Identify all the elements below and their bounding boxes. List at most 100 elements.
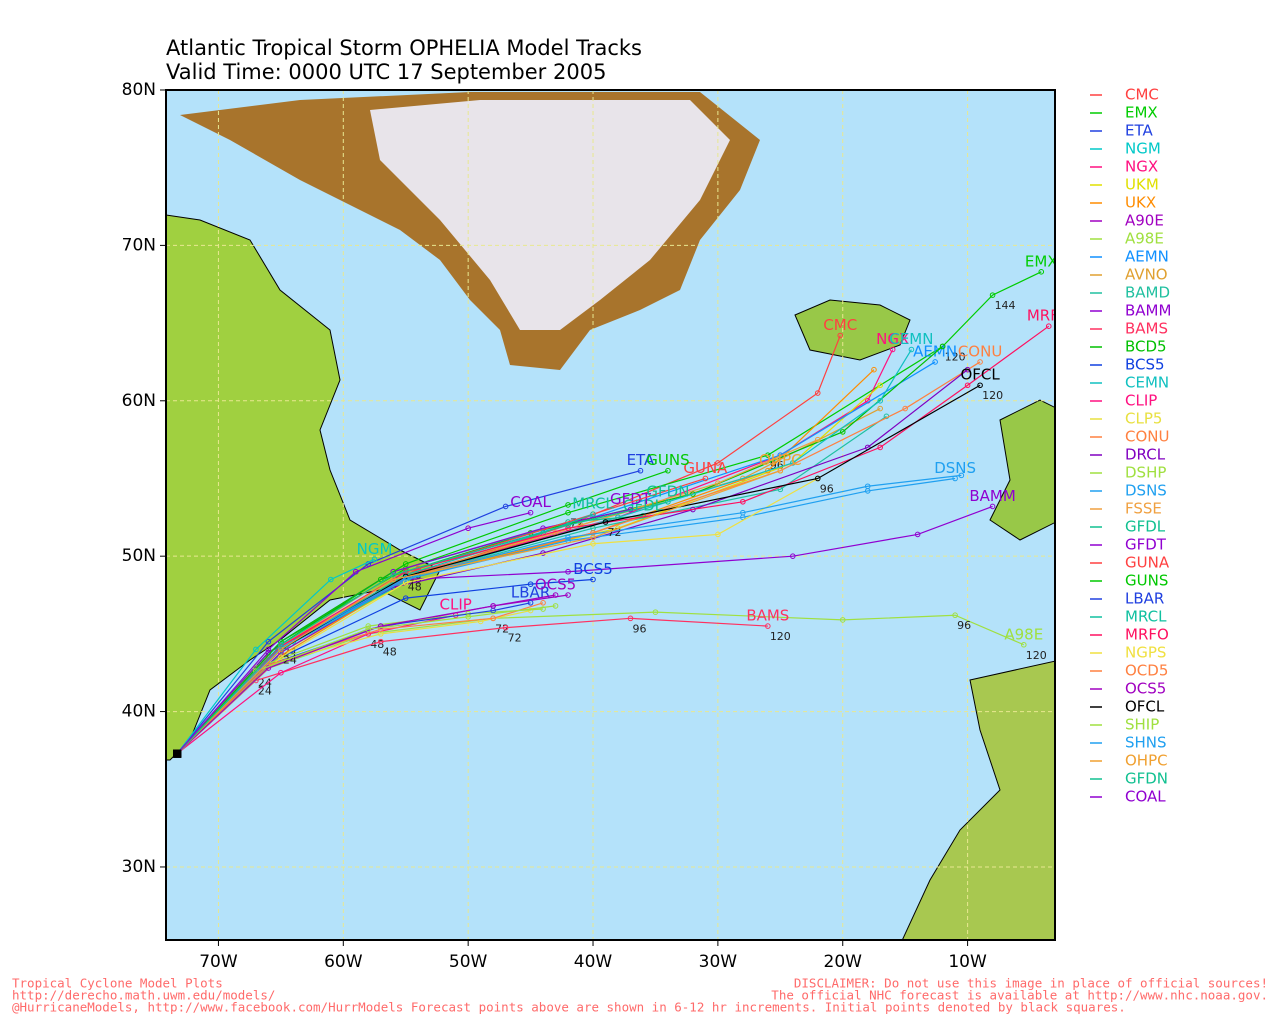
forecast-point [740, 509, 746, 516]
forecast-point [565, 534, 571, 541]
forecast-point [839, 617, 846, 623]
track-label: AEMN [913, 342, 957, 360]
forecast-point [490, 615, 496, 622]
legend-label: UKM [1125, 176, 1159, 194]
legend-label: BCS5 [1125, 356, 1165, 374]
track [176, 415, 887, 754]
forecast-point [765, 623, 771, 629]
track-label: CONU [958, 342, 1002, 360]
forecast-point [902, 405, 908, 412]
forecast-point [527, 509, 534, 516]
x-tick-label: 30W [699, 952, 738, 972]
forecast-point [565, 592, 571, 598]
track-label: ETA [627, 451, 655, 469]
forecast-point [590, 540, 596, 547]
legend-label: OCD5 [1125, 662, 1168, 680]
x-tick-label: 70W [199, 952, 238, 972]
forecast-point [690, 491, 696, 497]
forecast-point [877, 444, 883, 451]
legend-label: UKX [1125, 194, 1156, 212]
forecast-point [740, 498, 746, 505]
forecast-hour: 96 [957, 619, 971, 632]
forecast-point [932, 359, 938, 365]
x-tick-label: 60W [324, 952, 363, 972]
forecast-point [402, 561, 409, 567]
forecast-point [552, 603, 559, 609]
forecast-point [640, 512, 646, 519]
forecast-point [365, 623, 372, 629]
legend-label: OCS5 [1125, 680, 1166, 698]
forecast-point [814, 390, 821, 396]
y-tick-label: 60N [122, 391, 156, 411]
forecast-hour: 120 [1026, 649, 1047, 662]
forecast-point [765, 452, 771, 458]
legend-label: GUNS [1125, 572, 1168, 590]
track [176, 369, 968, 754]
forecast-point [665, 467, 671, 474]
forecast-hour: 24 [258, 677, 272, 690]
track-label: COAL [510, 493, 551, 511]
track-label: DSNS [934, 459, 976, 477]
footer-right: The official NHC forecast is available a… [771, 988, 1268, 1003]
forecast-point [328, 576, 334, 583]
y-tick-label: 40N [122, 702, 156, 722]
forecast-point [914, 531, 921, 538]
track-label: LBAR [511, 583, 550, 601]
forecast-hour: 96 [632, 622, 646, 635]
europe-africa [901, 660, 1055, 940]
track-label: MRFO [1027, 307, 1071, 325]
forecast-point [278, 669, 284, 676]
iceland [794, 299, 911, 361]
track-label: CEMN [889, 330, 933, 348]
forecast-point [265, 646, 272, 653]
legend-label: BAMM [1125, 302, 1171, 320]
forecast-point [864, 483, 871, 490]
forecast-point [977, 382, 983, 389]
footer-left: http://derecho.math.uwm.edu/models/ [12, 988, 275, 1003]
forecast-point [637, 467, 644, 474]
track-label: BCS5 [573, 560, 613, 578]
legend-label: BCD5 [1125, 338, 1167, 356]
forecast-point [565, 525, 571, 532]
legend-label: ETA [1125, 122, 1153, 140]
forecast-hour: 120 [945, 350, 966, 363]
legend-label: NGPS [1125, 644, 1166, 662]
forecast-point [665, 498, 671, 505]
forecast-point [1020, 641, 1027, 648]
footer-left: Tropical Cyclone Model Plots [12, 976, 223, 991]
legend-label: LBAR [1125, 590, 1164, 608]
forecast-point [265, 638, 272, 645]
track-label: CLIP [440, 596, 472, 614]
forecast-point [527, 599, 534, 606]
forecast-point [527, 581, 534, 587]
legend-label: CLIP [1125, 392, 1157, 410]
forecast-point [377, 626, 384, 633]
forecast-point [627, 615, 634, 622]
forecast-point [377, 623, 384, 629]
forecast-point [253, 677, 259, 684]
track-label: OCS5 [535, 576, 576, 594]
initial-point [173, 749, 182, 758]
forecast-point [1038, 269, 1045, 275]
footer-left: @HurricaneModels, http://www.facebook.co… [12, 1000, 1126, 1015]
forecast-point [390, 572, 397, 578]
track-label: EMX [1025, 252, 1058, 270]
forecast-point [814, 475, 821, 482]
forecast-point [837, 332, 844, 339]
y-tick-label: 50N [122, 546, 156, 566]
forecast-point [552, 592, 559, 598]
forecast-point [565, 509, 571, 516]
forecast-point [540, 606, 546, 612]
british-isles [989, 399, 1055, 541]
legend-label: EMX [1125, 104, 1158, 122]
legend-label: GFDN [1125, 770, 1168, 788]
legend-label: DSNS [1125, 482, 1167, 500]
track [176, 470, 641, 754]
track [176, 558, 375, 754]
y-tick-label: 80N [122, 80, 156, 100]
track [176, 271, 1042, 754]
forecast-point [702, 475, 709, 482]
legend-label: BAMD [1125, 284, 1170, 302]
track [176, 602, 544, 754]
